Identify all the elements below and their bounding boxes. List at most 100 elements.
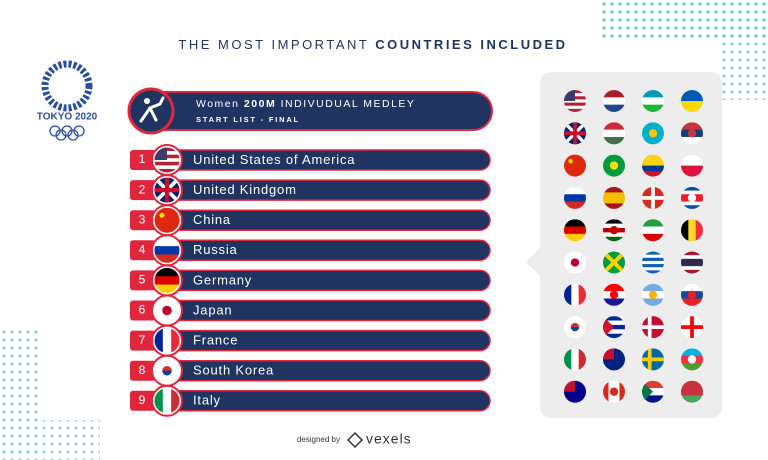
flag-stripe: [681, 266, 703, 271]
flag-stripe: [154, 161, 180, 166]
flag-stripe: [154, 207, 180, 233]
flag-stripe: [642, 260, 664, 265]
flag-cross: [154, 187, 180, 193]
flag-stripe: [154, 254, 180, 263]
flag-stripe: [564, 186, 586, 195]
flag: [681, 122, 703, 145]
flag-stripe: [681, 90, 703, 102]
flag-emblem: [609, 226, 619, 235]
rank-box: [130, 270, 156, 291]
flag-emblem: [570, 258, 580, 267]
logo-emblem: [41, 60, 93, 112]
flag-stripe: [642, 264, 664, 268]
flag-stripe: [681, 101, 703, 112]
country-name: United States of America: [193, 152, 355, 167]
flag-stripe: [642, 298, 664, 306]
list-row: 2 United Kindgom: [130, 174, 491, 207]
flag: [154, 237, 180, 263]
flag: [681, 186, 703, 209]
logo-label: TOKYO 2020: [37, 112, 98, 123]
flag-canton: [564, 90, 575, 101]
rank-box: [130, 240, 156, 261]
dot-decoration: [40, 420, 100, 460]
rank-box: [130, 180, 156, 201]
flag: [154, 298, 180, 323]
flag: [564, 283, 586, 306]
list-row: 4 Russia: [130, 234, 491, 267]
flag-stripe: [603, 232, 625, 238]
flag-canton: [564, 380, 575, 392]
flag-star: [568, 159, 573, 164]
flag-stripe: [603, 136, 625, 145]
flag-emblem: [687, 193, 697, 203]
flag: [642, 316, 664, 339]
rank-box: [130, 390, 156, 411]
country-name: South Korea: [193, 363, 274, 378]
flag-stripe: [642, 154, 664, 161]
flag-stripe: [603, 316, 625, 321]
flag: [642, 122, 664, 145]
flag-stripe: [681, 219, 689, 242]
rank-box: [130, 300, 156, 321]
flag: [603, 380, 625, 403]
flag-emblem: [687, 290, 697, 299]
flag: [681, 251, 703, 274]
flag: [681, 283, 703, 306]
flag-stripe: [154, 165, 180, 170]
flag-grid: [564, 90, 703, 403]
event-name: INDIVUDUAL MEDLEY: [281, 98, 416, 110]
olympic-rings: [49, 125, 85, 141]
flag: [564, 316, 586, 339]
rank-box: [130, 150, 156, 170]
flag-emblem: [687, 129, 697, 138]
event-title: Women 200M INDIVUDUAL MEDLEY: [196, 98, 415, 110]
flag: [603, 283, 625, 306]
flag-stripe: [681, 186, 703, 192]
flag-stripe: [154, 328, 164, 354]
flag-emblem: [162, 305, 172, 316]
flag-stripe: [681, 388, 703, 396]
country-name: Germany: [193, 272, 252, 287]
flag: [154, 207, 180, 233]
flag-stripe: [681, 201, 703, 206]
flag-stripe: [681, 165, 703, 177]
flag-stripe: [681, 395, 703, 403]
flag: [154, 267, 180, 293]
flag-saltire: [603, 251, 625, 274]
flag-stripe: [603, 97, 625, 106]
flag-emblem: [609, 290, 619, 299]
flag-stripe: [681, 380, 703, 389]
flag-stripe: [642, 283, 664, 292]
rank-number: 2: [139, 182, 146, 196]
list-row: 7 France: [130, 324, 491, 357]
dot-decoration: [600, 0, 768, 40]
flag-stripe: [642, 388, 664, 396]
flag: [564, 348, 586, 371]
flag: [681, 316, 703, 339]
flag-stripe: [171, 328, 180, 354]
title-regular: THE MOST IMPORTANT: [178, 37, 369, 52]
flag-stripe: [154, 246, 180, 255]
flag-triangle: [603, 316, 614, 339]
flag: [603, 219, 625, 242]
flag: [564, 219, 586, 242]
list-row: 9 Italy: [130, 384, 491, 417]
flag-stripe: [564, 348, 572, 371]
list-row: 8 South Korea: [130, 354, 491, 387]
swimmer-head: [144, 98, 150, 104]
flag-stripe: [642, 267, 664, 271]
country-name: France: [193, 333, 238, 348]
flag-stripe: [642, 380, 664, 389]
flag-emblem: [687, 355, 697, 364]
vexels-icon: [346, 431, 364, 449]
flag-stripe: [154, 388, 164, 414]
flag-stripe: [154, 158, 180, 163]
flag-cross: [681, 325, 703, 329]
flag: [681, 90, 703, 112]
flag-stripe: [603, 90, 625, 98]
flag: [603, 251, 625, 274]
dot-decoration: [720, 40, 768, 100]
flag-stripe: [171, 388, 180, 414]
flag-stripe: [642, 270, 664, 274]
